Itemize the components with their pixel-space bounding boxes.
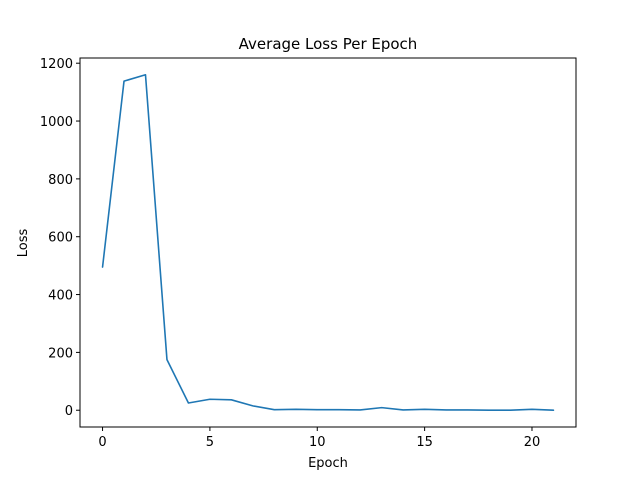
y-tick-label: 800 (48, 173, 73, 188)
plot-frame (79, 57, 577, 428)
y-tick-label: 0 (65, 404, 73, 419)
y-tick-label: 200 (48, 346, 73, 361)
x-tick-label: 10 (309, 435, 326, 450)
x-tick-label: 15 (416, 435, 433, 450)
y-axis-label: Loss (16, 229, 31, 258)
x-tick-label: 5 (206, 435, 214, 450)
y-tick-label: 1200 (40, 57, 73, 72)
y-tick-label: 600 (48, 231, 73, 246)
x-tick-label: 0 (98, 435, 106, 450)
chart-title: Average Loss Per Epoch (239, 35, 418, 53)
x-tick-label: 20 (524, 435, 541, 450)
y-tick-label: 1000 (40, 115, 73, 130)
x-axis-label: Epoch (308, 456, 348, 471)
y-tick-label: 400 (48, 289, 73, 304)
loss-series-line (101, 73, 555, 412)
